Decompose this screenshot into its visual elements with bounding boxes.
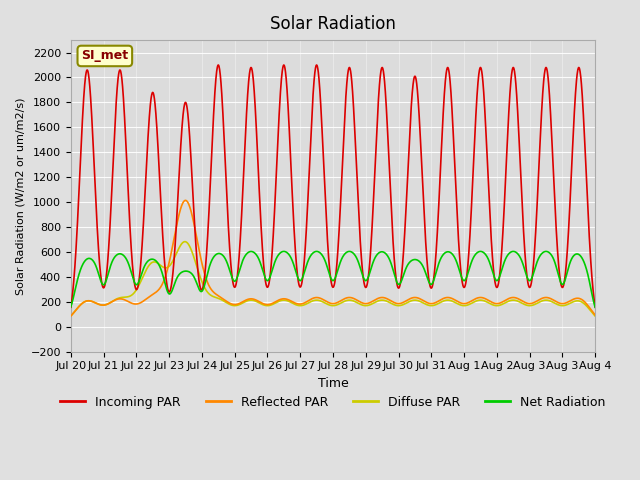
X-axis label: Time: Time [317, 377, 348, 390]
Text: SI_met: SI_met [81, 49, 129, 62]
Legend: Incoming PAR, Reflected PAR, Diffuse PAR, Net Radiation: Incoming PAR, Reflected PAR, Diffuse PAR… [55, 391, 611, 414]
Y-axis label: Solar Radiation (W/m2 or um/m2/s): Solar Radiation (W/m2 or um/m2/s) [15, 97, 25, 295]
Title: Solar Radiation: Solar Radiation [270, 15, 396, 33]
